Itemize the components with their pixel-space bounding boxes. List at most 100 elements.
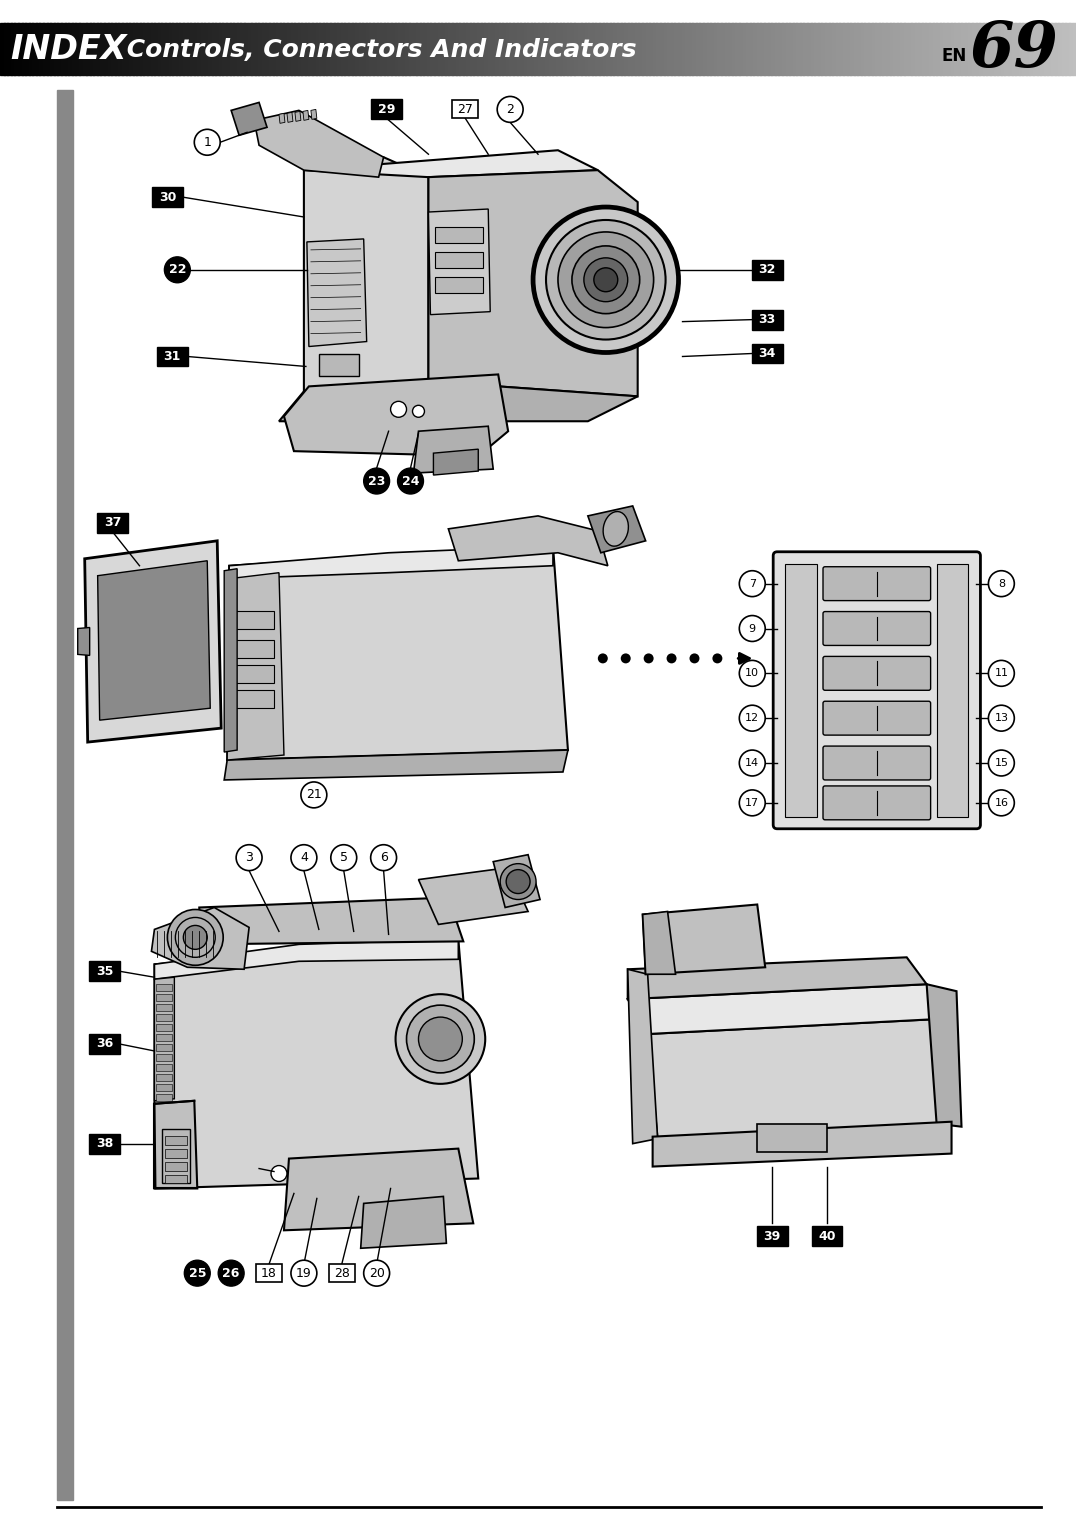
Bar [886,23,891,75]
Bar [43,23,48,75]
Bar [301,23,306,75]
Circle shape [988,789,1014,816]
FancyBboxPatch shape [752,259,783,279]
Polygon shape [429,170,637,397]
Circle shape [740,616,766,641]
Bar [204,23,210,75]
Bar [739,23,743,75]
Circle shape [713,653,723,664]
Bar [789,23,794,75]
Bar [839,23,843,75]
Bar [11,23,15,75]
Bar [980,23,984,75]
Bar [319,354,359,377]
Bar [68,23,72,75]
Circle shape [740,750,766,776]
Bar [990,23,995,75]
Bar [527,23,531,75]
FancyBboxPatch shape [97,514,129,533]
Bar [652,23,658,75]
Bar [542,23,546,75]
Bar [1012,23,1016,75]
Bar [90,23,94,75]
Bar [409,23,414,75]
Bar [567,23,571,75]
Bar [599,23,604,75]
Bar [435,277,483,293]
Bar [93,23,98,75]
Bar [1065,23,1070,75]
Bar [54,23,58,75]
Bar [165,1174,187,1183]
Bar [1023,23,1027,75]
Polygon shape [448,517,608,566]
Bar [940,23,944,75]
Polygon shape [927,984,961,1127]
Bar [481,23,485,75]
Bar [907,23,913,75]
Bar [513,23,517,75]
Bar [750,23,754,75]
Bar [638,23,643,75]
Polygon shape [414,426,494,474]
Bar [570,23,575,75]
Text: 15: 15 [995,757,1009,768]
Bar [305,23,310,75]
Bar [154,23,159,75]
Bar [696,23,701,75]
FancyBboxPatch shape [90,1134,120,1154]
Bar [157,1004,173,1012]
Text: 24: 24 [402,475,419,487]
Bar [258,23,262,75]
Bar [581,23,585,75]
Bar [157,1015,173,1021]
Circle shape [594,268,618,291]
Bar [130,23,134,75]
Bar [657,23,661,75]
Bar [743,23,747,75]
Text: 26: 26 [222,1266,240,1280]
Bar [261,23,267,75]
Bar [355,23,360,75]
Bar [190,23,194,75]
FancyBboxPatch shape [152,187,183,207]
Circle shape [271,1165,287,1182]
Bar [818,23,822,75]
Circle shape [546,221,665,339]
Polygon shape [494,855,540,908]
Bar [685,23,690,75]
FancyBboxPatch shape [157,346,188,366]
Bar [958,23,962,75]
Bar [646,23,650,75]
Bar [104,23,109,75]
Bar [933,23,937,75]
Polygon shape [643,904,766,975]
Bar [774,23,780,75]
Circle shape [364,1260,390,1286]
Bar [8,23,12,75]
Bar [369,23,374,75]
Bar [144,23,148,75]
Bar [187,23,191,75]
Bar [549,23,553,75]
Circle shape [406,1006,474,1073]
Bar [362,23,367,75]
Bar [232,665,274,684]
Polygon shape [302,110,309,121]
Bar [435,251,483,268]
Bar [613,23,618,75]
Bar [1018,23,1023,75]
Bar [922,23,927,75]
Text: 2: 2 [507,103,514,117]
FancyBboxPatch shape [757,1226,787,1246]
Bar [232,610,274,629]
Bar [674,23,679,75]
Bar [771,23,775,75]
Bar [947,23,951,75]
Circle shape [500,863,536,900]
Bar [477,23,482,75]
Bar [230,23,234,75]
Circle shape [167,909,224,966]
Bar [800,23,805,75]
Text: 30: 30 [159,190,176,204]
